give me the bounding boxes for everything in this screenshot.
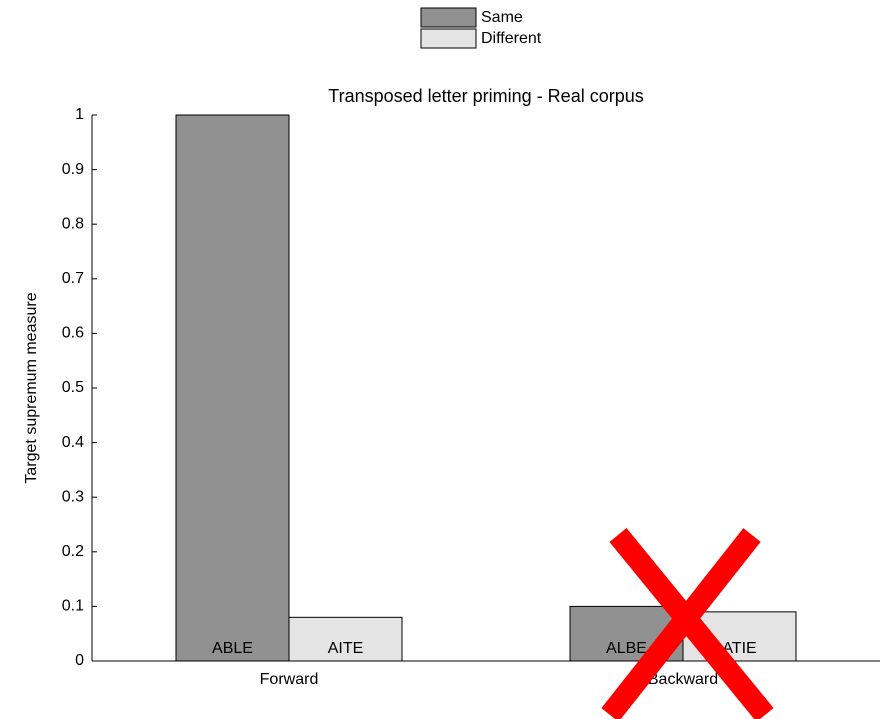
- x-tick-label: Backward: [648, 671, 718, 688]
- bar-label: AITE: [328, 640, 364, 657]
- y-tick-label: 0.8: [62, 215, 84, 232]
- y-tick-label: 0.3: [62, 488, 84, 505]
- bar-label: ABLE: [212, 640, 253, 657]
- cross-annotation: [601, 528, 774, 719]
- bar-label: ATIE: [722, 640, 756, 657]
- chart-title: Transposed letter priming - Real corpus: [328, 86, 643, 106]
- y-tick-label: 0: [75, 652, 84, 669]
- legend-label: Different: [481, 30, 542, 47]
- cross-stroke: [601, 528, 761, 719]
- bar: [175, 114, 290, 662]
- bar-label: ALBE: [606, 640, 647, 657]
- y-tick-label: 1: [75, 106, 84, 123]
- y-tick-label: 0.5: [62, 379, 84, 396]
- y-tick-label: 0.6: [62, 325, 84, 342]
- y-tick-label: 0.4: [62, 434, 84, 451]
- y-tick-label: 0.9: [62, 161, 84, 178]
- legend-swatch: [420, 28, 477, 49]
- y-axis-label: Target supremum measure: [23, 292, 40, 483]
- bar: [288, 616, 403, 662]
- legend-label: Same: [481, 9, 523, 26]
- y-tick-label: 0.7: [62, 270, 84, 287]
- y-tick-label: 0.2: [62, 543, 84, 560]
- y-tick-label: 0.1: [62, 598, 84, 615]
- legend-swatch: [420, 7, 477, 28]
- x-tick-label: Forward: [260, 671, 319, 688]
